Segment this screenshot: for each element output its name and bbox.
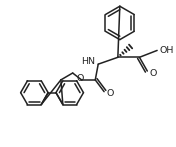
Text: HN: HN <box>81 57 95 66</box>
Text: O: O <box>149 69 157 77</box>
Text: O: O <box>77 74 84 83</box>
Text: O: O <box>106 89 114 98</box>
Text: OH: OH <box>159 46 174 55</box>
